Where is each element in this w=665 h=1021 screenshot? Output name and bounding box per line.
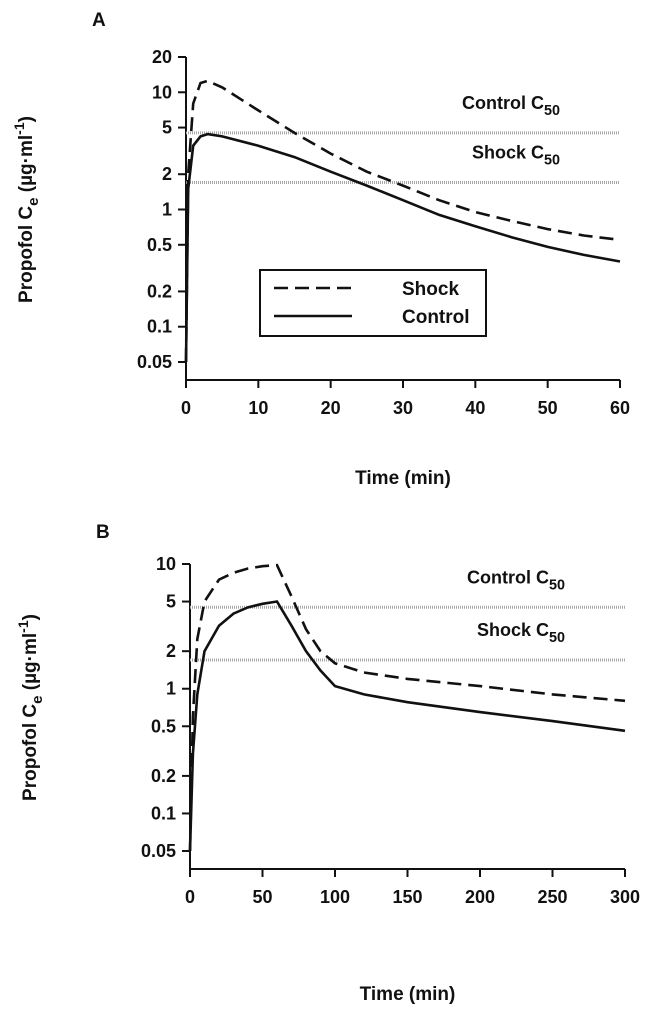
x-tick-label: 150 (392, 887, 422, 907)
chart-panel: A 0.05 0.1 0.2 0.5 1 2 5 10 20 0 10 20 30 40 50 60 Time (… (11, 10, 630, 489)
panel-label: B (96, 522, 110, 543)
x-tick-label: 0 (185, 887, 195, 907)
y-axis-title-part: e (29, 696, 46, 704)
y-axis-title-part: Propofol C (20, 704, 41, 801)
reference-label: Control C50 (467, 567, 565, 593)
y-tick-label: 5 (162, 118, 172, 138)
x-tick-label: 250 (537, 887, 567, 907)
y-tick-label: 10 (152, 82, 172, 102)
y-tick-label: 1 (162, 200, 172, 220)
y-axis-title-part: ) (20, 614, 41, 620)
x-tick-label: 60 (610, 398, 630, 418)
reference-label: Control C50 (462, 93, 560, 119)
y-tick-label: 2 (166, 641, 176, 661)
legend-label: Shock (402, 279, 459, 300)
reference-label-sub: 50 (549, 630, 565, 646)
legend: Shock Control (259, 269, 487, 337)
legend-box (259, 269, 487, 337)
reference-label-sub: 50 (544, 103, 560, 119)
series-line (184, 132, 621, 363)
x-axis-title: Time (min) (355, 468, 451, 489)
y-tick-label: 0.5 (147, 235, 172, 255)
series-line (184, 79, 621, 363)
x-tick-label: 200 (465, 887, 495, 907)
x-tick-label: 30 (393, 398, 413, 418)
reference-label-main: Shock C (477, 620, 549, 640)
x-axis-title: Time (min) (360, 984, 456, 1005)
y-tick-label: 0.2 (151, 766, 176, 786)
x-tick-label: 300 (610, 887, 640, 907)
y-tick-label: 0.1 (151, 803, 176, 823)
legend-label: Control (402, 307, 470, 328)
reference-label: Shock C50 (472, 142, 560, 168)
y-tick-label: 0.2 (147, 281, 172, 301)
reference-label-main: Shock C (472, 142, 544, 162)
reference-label-sub: 50 (549, 577, 565, 593)
y-axis-title-part: e (25, 198, 42, 206)
x-tick-label: 10 (248, 398, 268, 418)
reference-label-main: Control C (467, 567, 549, 587)
y-tick-label: 2 (162, 164, 172, 184)
y-tick-label: 0.05 (141, 841, 176, 861)
y-axis-title-part: -1 (11, 122, 27, 135)
series-line (188, 563, 626, 852)
reference-label: Shock C50 (477, 620, 565, 646)
y-tick-label: 5 (166, 592, 176, 612)
y-tick-label: 0.1 (147, 317, 172, 337)
x-tick-label: 40 (465, 398, 485, 418)
y-axis-title-part: (µg·ml (16, 135, 37, 198)
x-tick-label: 50 (538, 398, 558, 418)
y-axis-title: Propofol Ce (µg·ml-1) (11, 116, 42, 303)
y-tick-label: 10 (156, 554, 176, 574)
y-tick-label: 20 (152, 47, 172, 67)
series-line (188, 600, 626, 852)
x-tick-label: 20 (321, 398, 341, 418)
y-axis-title-part: -1 (15, 620, 31, 633)
x-tick-label: 100 (320, 887, 350, 907)
y-axis-title-part: (µg·ml (20, 633, 41, 696)
y-tick-label: 0.05 (137, 352, 172, 372)
x-tick-label: 0 (181, 398, 191, 418)
reference-label-main: Control C (462, 93, 544, 113)
y-axis-title: Propofol Ce (µg·ml-1) (15, 614, 46, 801)
y-tick-label: 1 (166, 679, 176, 699)
x-tick-label: 50 (252, 887, 272, 907)
reference-label-sub: 50 (544, 152, 560, 168)
y-axis-title-part: Propofol C (16, 206, 37, 303)
y-axis-title-part: ) (16, 116, 37, 122)
y-tick-label: 0.5 (151, 716, 176, 736)
panel-label: A (92, 10, 106, 31)
